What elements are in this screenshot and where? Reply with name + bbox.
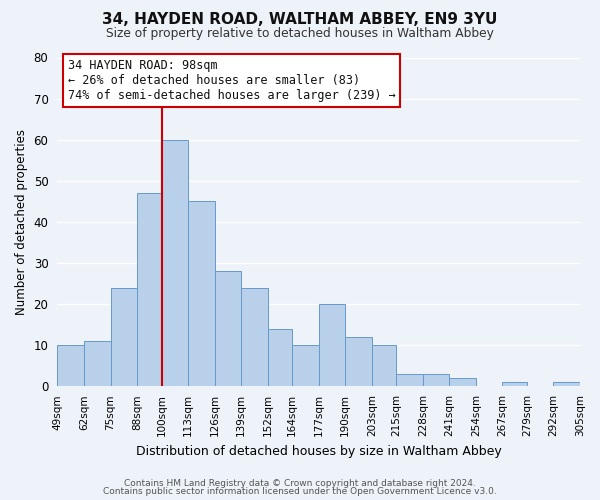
Bar (553, 382, 580, 386)
Bar (449, 378, 476, 386)
Bar (58, 346, 84, 387)
Bar (396, 374, 423, 386)
Bar (241, 288, 268, 386)
Bar (502, 382, 527, 386)
Bar (372, 346, 396, 387)
Bar (345, 337, 372, 386)
Bar (110, 288, 137, 386)
Bar (215, 272, 241, 386)
Y-axis label: Number of detached properties: Number of detached properties (15, 129, 28, 315)
Text: 34, HAYDEN ROAD, WALTHAM ABBEY, EN9 3YU: 34, HAYDEN ROAD, WALTHAM ABBEY, EN9 3YU (103, 12, 497, 28)
Bar (137, 193, 161, 386)
Text: Contains HM Land Registry data © Crown copyright and database right 2024.: Contains HM Land Registry data © Crown c… (124, 478, 476, 488)
Text: Contains public sector information licensed under the Open Government Licence v3: Contains public sector information licen… (103, 487, 497, 496)
Bar (268, 329, 292, 386)
Bar (188, 202, 215, 386)
Bar (292, 346, 319, 387)
Bar (161, 140, 188, 386)
X-axis label: Distribution of detached houses by size in Waltham Abbey: Distribution of detached houses by size … (136, 444, 502, 458)
Text: Size of property relative to detached houses in Waltham Abbey: Size of property relative to detached ho… (106, 28, 494, 40)
Bar (423, 374, 449, 386)
Text: 34 HAYDEN ROAD: 98sqm
← 26% of detached houses are smaller (83)
74% of semi-deta: 34 HAYDEN ROAD: 98sqm ← 26% of detached … (68, 59, 395, 102)
Bar (84, 341, 110, 386)
Bar (319, 304, 345, 386)
